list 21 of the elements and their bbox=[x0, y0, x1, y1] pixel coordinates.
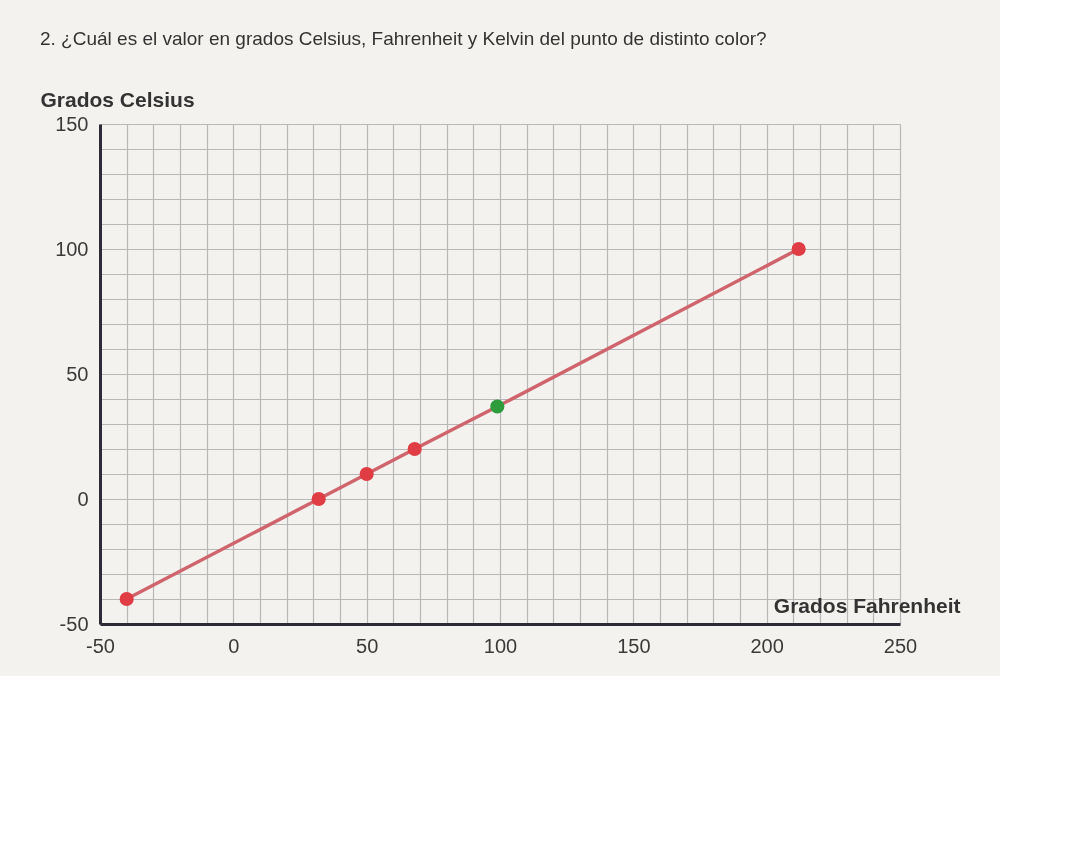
point bbox=[119, 591, 134, 607]
y-tick-label: 150 bbox=[55, 112, 89, 135]
point bbox=[407, 441, 422, 457]
chart-title: 2. ¿Cuál es el valor en grados Celsius, Fahrenheit y Kelvin del punto de distinto color? bbox=[40, 28, 767, 49]
x-tick-label: 50 bbox=[356, 634, 379, 657]
point bbox=[490, 399, 505, 414]
point bbox=[311, 491, 326, 507]
y-tick-label: 50 bbox=[66, 362, 89, 385]
y-axis-title: Grados Celsius bbox=[40, 87, 195, 111]
x-tick-label: 100 bbox=[483, 634, 518, 657]
y-tick-label: 100 bbox=[55, 237, 89, 260]
x-tick-label: 250 bbox=[883, 634, 918, 657]
y-tick-label: -50 bbox=[59, 612, 89, 635]
point bbox=[791, 241, 806, 257]
x-tick-label: 0 bbox=[228, 634, 240, 657]
x-tick-label: -50 bbox=[86, 634, 115, 657]
point bbox=[359, 466, 374, 482]
y-tick-label: 0 bbox=[77, 487, 89, 510]
x-axis-title: Grados Fahrenheit bbox=[773, 593, 961, 617]
x-tick-label: 150 bbox=[617, 634, 651, 657]
x-tick-label: 200 bbox=[750, 634, 784, 657]
